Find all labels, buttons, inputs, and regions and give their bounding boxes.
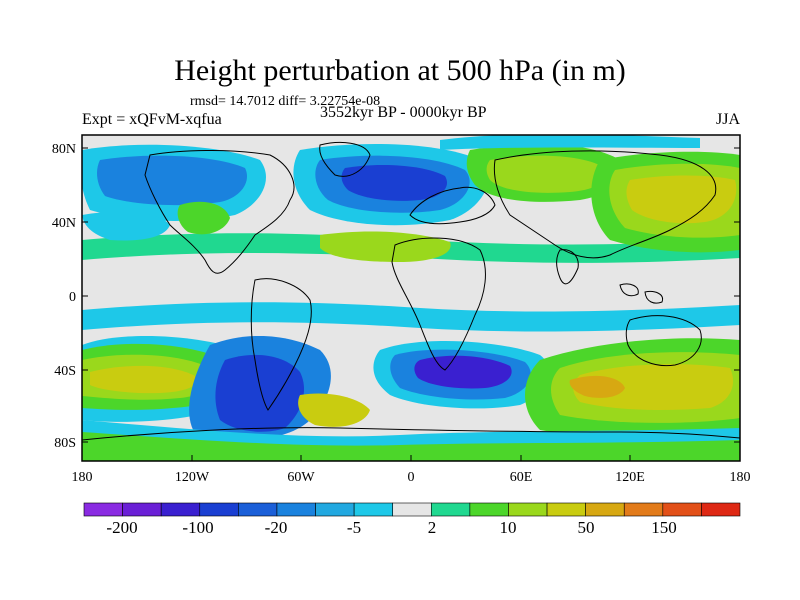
lon-label: 120E — [615, 470, 645, 485]
colorbar-swatch — [276, 502, 316, 517]
colorbar-swatch — [83, 502, 123, 517]
colorbar-swatch — [662, 502, 702, 517]
colorbar-label: 50 — [578, 518, 595, 537]
experiment-label: Expt = xQFvM-xqfua — [82, 111, 222, 128]
season-label: JJA — [716, 111, 741, 128]
colorbar-swatch — [585, 502, 625, 517]
lon-ticks — [81, 455, 741, 461]
colorbar-swatch — [315, 502, 355, 517]
lon-labels: 180 120W 60W 0 60E 120E 180 — [72, 470, 751, 485]
colorbar-label: -20 — [265, 518, 288, 537]
lat-ticks — [82, 147, 740, 443]
plot-title: Height perturbation at 500 hPa (in m) — [174, 54, 626, 87]
colorbar-label: 10 — [500, 518, 517, 537]
colorbar-swatch — [238, 502, 278, 517]
lat-label: 0 — [69, 290, 76, 305]
lat-labels: 80N 40N 0 40S 80S — [52, 142, 76, 451]
lat-label: 80S — [54, 436, 76, 451]
colorbar-swatch — [546, 502, 586, 517]
colorbar-swatch — [199, 502, 239, 517]
lon-label: 60E — [510, 470, 533, 485]
colorbar — [83, 502, 741, 517]
colorbar-swatch — [508, 502, 548, 517]
colorbar-label: -5 — [347, 518, 361, 537]
period-label: 3552kyr BP - 0000kyr BP — [320, 104, 487, 121]
lon-label: 120W — [175, 470, 210, 485]
colorbar-labels: -200 -100 -20 -5 2 10 50 150 — [106, 518, 676, 537]
colorbar-label: 150 — [651, 518, 677, 537]
lon-label: 180 — [72, 470, 93, 485]
stats-text: rmsd= 14.7012 diff= 3.22754e-08 — [190, 94, 381, 109]
contour-field — [82, 135, 740, 461]
lon-label: 0 — [408, 470, 415, 485]
colorbar-swatch — [701, 502, 741, 517]
colorbar-label: -100 — [182, 518, 213, 537]
coastlines — [82, 142, 740, 441]
colorbar-swatch — [469, 502, 509, 517]
colorbar-swatch — [353, 502, 394, 517]
colorbar-swatch — [392, 502, 432, 517]
colorbar-swatch — [122, 502, 162, 517]
lon-label: 180 — [730, 470, 751, 485]
lon-label: 60W — [287, 470, 315, 485]
lat-label: 40S — [54, 364, 76, 379]
colorbar-label: -200 — [106, 518, 137, 537]
colorbar-swatch — [430, 502, 471, 517]
colorbar-swatch — [623, 502, 664, 517]
lat-label: 40N — [52, 216, 76, 231]
colorbar-swatch — [160, 502, 201, 517]
colorbar-label: 2 — [428, 518, 437, 537]
lat-label: 80N — [52, 142, 76, 157]
